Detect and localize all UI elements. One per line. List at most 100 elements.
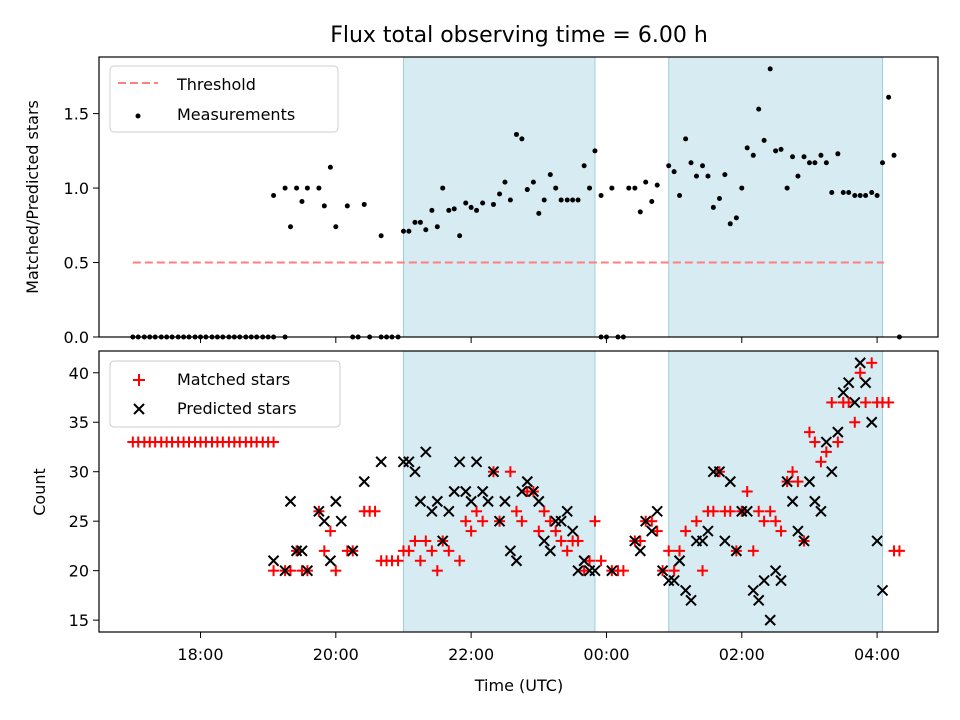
matched-star-marker xyxy=(268,565,280,577)
predicted-star-marker xyxy=(673,555,686,567)
measurement-point xyxy=(271,193,277,199)
measurement-point xyxy=(750,152,756,158)
top-y-tick-label: 0.0 xyxy=(64,328,89,347)
predicted-star-marker xyxy=(443,505,455,517)
matched-star-marker xyxy=(550,525,562,537)
matched-star-marker xyxy=(555,535,567,547)
bottom-y-tick-label: 30 xyxy=(69,463,89,482)
matched-star-marker xyxy=(443,545,455,557)
measurement-point xyxy=(846,190,852,196)
matched-star-marker xyxy=(826,396,838,408)
predicted-star-marker xyxy=(572,564,584,577)
measurement-point xyxy=(700,163,706,169)
measurement-point xyxy=(727,221,733,227)
matched-star-marker xyxy=(538,505,550,517)
predicted-star-marker xyxy=(335,515,347,527)
matched-star-marker xyxy=(578,565,590,577)
matched-star-marker xyxy=(758,515,770,527)
measurement-point xyxy=(587,185,593,191)
matched-star-marker xyxy=(477,515,489,527)
measurement-point xyxy=(321,203,327,209)
measurement-point xyxy=(344,203,350,209)
measurement-point xyxy=(412,219,418,225)
matched-star-marker xyxy=(584,555,596,567)
measurement-point xyxy=(632,185,638,191)
bottom-shaded-region xyxy=(668,350,884,633)
bottom-legend: Matched stars Predicted stars xyxy=(109,360,341,428)
predicted-star-marker xyxy=(566,525,579,537)
predicted-star-marker xyxy=(279,564,291,577)
predicted-star-marker xyxy=(521,475,534,488)
top-panel: 0.0 0.5 1.0 1.5 Matched/Predicted stars Thr… xyxy=(23,56,939,347)
matched-star-marker xyxy=(426,545,438,557)
measurement-point xyxy=(801,154,807,160)
bottom-star-points xyxy=(127,357,905,626)
measurement-point xyxy=(716,195,722,201)
matched-star-marker xyxy=(893,545,905,557)
measurement-point xyxy=(626,185,632,191)
legend-matched-label: Matched stars xyxy=(177,370,290,389)
matched-star-marker xyxy=(787,466,799,478)
predicted-star-marker xyxy=(403,456,415,468)
measurement-point xyxy=(829,190,835,196)
predicted-star-marker xyxy=(820,436,833,448)
measurement-point xyxy=(891,152,897,158)
x-axis-label: Time (UTC) xyxy=(474,676,563,695)
matched-star-marker xyxy=(753,505,765,517)
x-tick-label: 20:00 xyxy=(313,645,359,664)
matched-star-marker xyxy=(651,525,663,537)
matched-star-marker xyxy=(663,545,675,557)
measurement-point xyxy=(733,215,739,221)
x-tick-label: 04:00 xyxy=(854,645,900,664)
measurement-point xyxy=(434,224,440,230)
predicted-star-marker xyxy=(516,485,528,498)
predicted-star-marker xyxy=(493,515,506,527)
measurement-point xyxy=(474,207,480,213)
measurement-point xyxy=(886,94,892,100)
predicted-star-marker xyxy=(589,564,601,577)
x-tick-label: 00:00 xyxy=(583,645,629,664)
matched-star-marker xyxy=(414,555,426,567)
predicted-star-marker xyxy=(448,485,460,498)
predicted-star-marker xyxy=(871,535,883,547)
measurement-point xyxy=(558,197,564,203)
measurement-point xyxy=(852,193,858,199)
predicted-star-marker xyxy=(347,545,359,557)
x-tick-label: 02:00 xyxy=(719,645,765,664)
measurement-point xyxy=(710,204,716,210)
measurement-point xyxy=(863,193,869,199)
matched-star-marker xyxy=(318,545,330,557)
predicted-star-marker xyxy=(470,456,483,468)
matched-star-marker xyxy=(809,436,821,448)
matched-star-marker xyxy=(465,525,477,537)
matched-star-marker xyxy=(420,535,432,547)
predicted-star-marker xyxy=(741,505,753,517)
measurement-point xyxy=(666,163,672,169)
measurement-point xyxy=(705,173,711,179)
predicted-star-marker xyxy=(832,426,844,438)
legend-predicted-swatch xyxy=(133,403,145,415)
measurement-point xyxy=(857,193,863,199)
predicted-star-marker xyxy=(634,545,646,557)
measurement-point xyxy=(513,131,519,137)
top-legend: Threshold Measurements xyxy=(109,65,339,133)
measurement-point xyxy=(874,193,880,199)
matched-star-marker xyxy=(883,396,895,408)
measurement-point xyxy=(756,106,762,112)
predicted-star-marker xyxy=(798,535,810,547)
matched-star-marker xyxy=(544,515,556,527)
measurement-point xyxy=(497,191,503,197)
matched-star-marker xyxy=(866,357,878,369)
measurement-point xyxy=(299,198,305,204)
bottom-y-tick-label: 20 xyxy=(69,562,89,581)
matched-star-marker xyxy=(572,535,584,547)
measurement-point xyxy=(361,201,367,207)
matched-star-marker xyxy=(741,486,753,497)
predicted-star-marker xyxy=(696,535,709,547)
bottom-axes-frame xyxy=(98,350,939,633)
predicted-star-marker xyxy=(499,495,511,508)
bottom-x-ticks: 18:00 20:00 22:00 00:00 02:00 04:00 xyxy=(177,632,900,664)
bottom-shaded-region xyxy=(402,350,596,633)
measurement-point xyxy=(463,200,469,206)
predicted-star-marker xyxy=(414,495,427,508)
